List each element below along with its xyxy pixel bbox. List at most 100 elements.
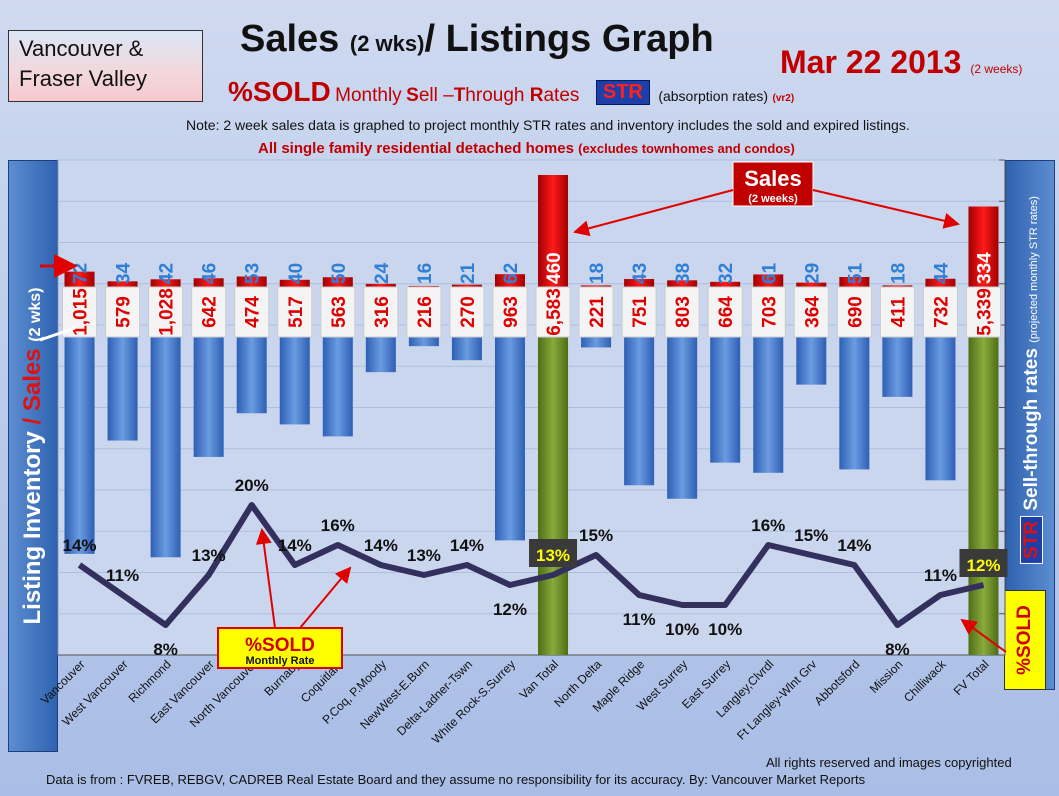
inventory-label: 703: [759, 296, 780, 328]
inventory-label: 690: [845, 296, 866, 328]
x-tick-label: Chilliwack: [901, 657, 949, 705]
sales-label: 32: [716, 263, 737, 284]
inventory-label-box: [191, 286, 227, 338]
x-tick-label: Mission: [867, 657, 906, 696]
inventory-label: 6,583: [544, 288, 565, 336]
str-label: 11%: [106, 566, 139, 585]
region-line-2: Fraser Valley: [19, 66, 147, 91]
str-label: 12%: [493, 600, 527, 619]
page-title: Sales (2 wks)/ Listings Graph: [240, 18, 714, 61]
inventory-label: 517: [286, 296, 307, 328]
str-label: 16%: [751, 516, 785, 535]
sold-callout-sub: Monthly Rate: [245, 655, 314, 667]
str-highlight-box: [959, 549, 1008, 577]
subtitle-dash: –: [437, 85, 454, 106]
sales-label: 21: [458, 262, 479, 284]
inventory-label-box: [492, 286, 528, 338]
inventory-label-box: [965, 286, 1001, 338]
inventory-label-box: [621, 286, 657, 338]
sales-callout-box: [732, 161, 814, 207]
sales-bar: [150, 279, 181, 290]
sales-callout-arrow: [812, 189, 960, 229]
str-label: 10%: [708, 620, 742, 639]
str-label: 11%: [924, 566, 957, 585]
str-label: 10%: [665, 620, 699, 639]
inventory-label-box: [234, 286, 270, 338]
inventory-label-box: [449, 286, 485, 338]
sales-label: 38: [673, 263, 694, 284]
inventory-label: 216: [415, 296, 436, 328]
subtitle-hrough: hrough: [465, 85, 525, 106]
sales-label: 42: [157, 263, 178, 284]
inventory-label: 642: [200, 296, 221, 328]
x-tick-label: Delta-Ladner-Tswn: [394, 657, 475, 738]
str-label: 13%: [407, 546, 441, 565]
str-label: 8%: [153, 640, 178, 659]
x-tick-label: Abbotsford: [812, 657, 863, 708]
report-date: Mar 22 2013 (2 weeks): [780, 44, 1022, 81]
sales-bar: [796, 282, 827, 290]
inventory-label-box: [578, 286, 614, 338]
footer-rights: All rights reserved and images copyright…: [766, 755, 1012, 770]
total-inventory-bar: [538, 290, 569, 655]
sales-label: 53: [243, 263, 264, 284]
sales-label: 18: [888, 263, 909, 284]
str-label: 14%: [364, 536, 398, 555]
sold-callout-arrow: [255, 528, 276, 629]
inventory-label-box: [320, 286, 356, 338]
inventory-label: 579: [114, 296, 135, 328]
inventory-label: 1,015: [71, 288, 92, 336]
x-tick-label: FV Total: [951, 657, 992, 698]
inventory-label-box: [105, 286, 141, 338]
sales-bar: [753, 274, 784, 290]
inventory-label: 732: [931, 296, 952, 328]
inventory-label: 963: [501, 296, 522, 328]
subtitle-ates: ates: [543, 85, 580, 106]
inventory-label: 1,028: [157, 288, 178, 336]
sales-label: 43: [630, 263, 651, 284]
title-rest: / Listings Graph: [424, 18, 714, 60]
sales-label: 40: [286, 263, 307, 284]
inventory-label-box: [664, 286, 700, 338]
inventory-label-box: [363, 286, 399, 338]
str-label: 14%: [450, 536, 484, 555]
inventory-label-box: [535, 286, 571, 338]
total-inventory-bar: [968, 290, 999, 655]
sales-label: 51: [845, 262, 866, 284]
str-highlight-box: [529, 539, 578, 567]
sales-bar: [193, 278, 224, 290]
sales-bar: [107, 281, 138, 290]
inventory-label-box: [148, 286, 184, 338]
inventory-label: 270: [458, 296, 479, 328]
subtitle: %SOLD Monthly Sell –Through Rates STR (a…: [228, 76, 794, 108]
sales-callout-sub: (2 weeks): [748, 193, 798, 205]
inventory-label: 364: [802, 296, 823, 328]
left-inventory-arrow: [39, 326, 76, 342]
inventory-label-box: [707, 286, 743, 338]
sales-callout-title: Sales: [744, 166, 802, 191]
sales-label: 29: [802, 263, 823, 284]
absorption-note: (absorption rates): [658, 88, 769, 104]
footer-source: Data is from : FVREB, REBGV, CADREB Real…: [46, 772, 866, 787]
subtitle-pct-sold: %SOLD: [228, 76, 331, 107]
version-note: (vr2): [772, 93, 795, 104]
sales-label: 50: [329, 263, 350, 284]
region-line-1: Vancouver &: [19, 36, 144, 61]
sales-bar: [538, 175, 569, 290]
inventory-label-box: [793, 286, 829, 338]
title-small: (2 wks): [349, 31, 425, 56]
sales-bar: [925, 278, 956, 290]
x-tick-label: Ft Langley-Wlnt Grv: [734, 657, 819, 742]
side-sold-arrow: [960, 618, 1007, 653]
inventory-label: 474: [243, 296, 264, 328]
subtitle-monthly: Monthly: [335, 85, 402, 106]
sales-bar: [968, 206, 999, 290]
sales-label: 62: [501, 263, 522, 284]
subtitle-ell: ell: [418, 85, 438, 106]
inventory-label: 221: [587, 296, 608, 328]
sales-label: 34: [114, 262, 135, 284]
sales-bar: [494, 274, 525, 290]
sales-label: 16: [415, 263, 436, 284]
title-main: Sales: [240, 18, 340, 60]
